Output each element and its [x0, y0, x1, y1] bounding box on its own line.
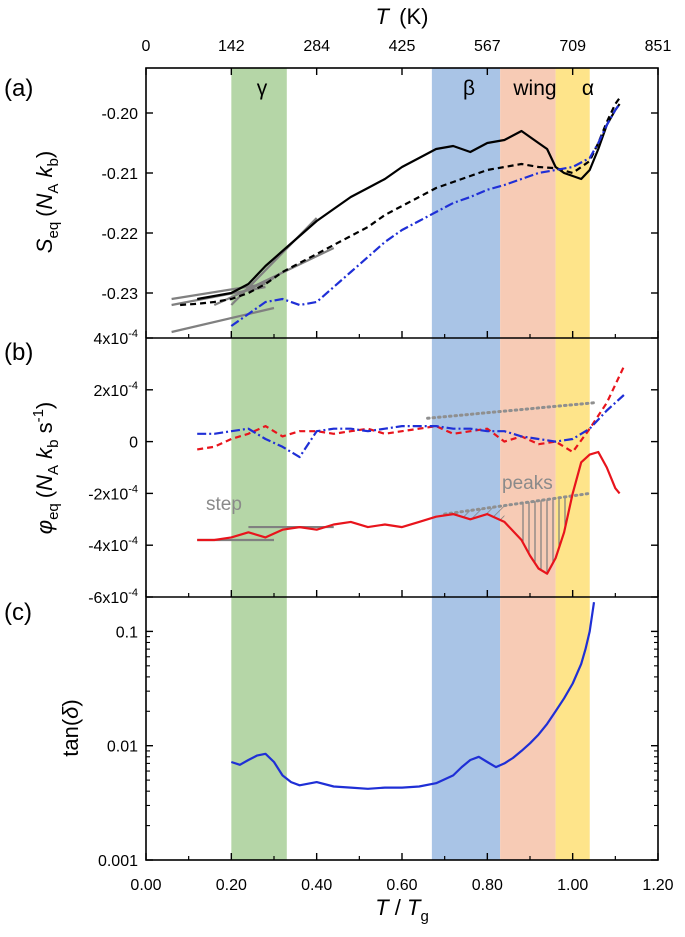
top-axis-label: T (K) — [376, 4, 429, 29]
ylabel-c-close: ) — [58, 699, 83, 706]
x-tick-label-0: 0.00 — [130, 877, 161, 894]
x-axis-ref: T — [407, 895, 422, 920]
x-tick-label-6: 1.20 — [642, 877, 673, 894]
ylabel-b-sub: eq — [45, 503, 62, 520]
y-tick-label-b-0: -6x10-4 — [88, 587, 138, 607]
band-layer — [231, 68, 590, 860]
ylabel-b-u5: s — [32, 422, 57, 439]
panel-label-a: (a) — [4, 75, 33, 102]
band-gamma — [231, 68, 287, 860]
x-tick-label-4: 0.80 — [472, 877, 503, 894]
y-axis-label-c: tan(δ) — [58, 699, 83, 756]
top-tick-label-1: 142 — [218, 38, 245, 55]
ylabel-a-u5: ) — [32, 151, 57, 158]
ylabel-a-u4: b — [45, 158, 62, 166]
x-tick-label-1: 0.20 — [216, 877, 247, 894]
annotation-step: step — [206, 494, 242, 515]
ylabel-b-u3: k — [32, 447, 57, 465]
tick-layer: 0.00 0.20 0.40 0.60 0.80 1.00 1.20 0 142 284 425 56… — [88, 38, 673, 894]
y-tick-label-a-2: -0.21 — [102, 166, 139, 183]
y-tick-label-b-4: 2x10-4 — [94, 380, 138, 400]
series-c-0 — [230, 602, 596, 790]
y-tick-label-b-1: -4x10-4 — [88, 535, 138, 555]
panel-label-b: (b) — [4, 339, 33, 366]
band-label-wing: wing — [512, 77, 556, 100]
x-axis-label: T / Tg — [375, 895, 429, 925]
ylabel-b-u4: b — [45, 440, 62, 448]
x-tick-label-5: 1.00 — [557, 877, 588, 894]
band-alpha — [555, 68, 590, 860]
ylabel-b-u6: -1 — [30, 409, 47, 422]
panel-label-c: (c) — [4, 599, 32, 626]
band-label-beta: β — [463, 77, 475, 100]
ylabel-b-u7: ) — [32, 402, 57, 409]
y-tick-label-a-3: -0.20 — [102, 106, 139, 123]
guide-line-a-2 — [171, 306, 275, 334]
band-wing — [500, 68, 556, 860]
series-b-1 — [197, 394, 625, 459]
ylabel-b-main: φ — [32, 520, 57, 534]
ylabel-b-u0: ( — [32, 490, 57, 498]
ylabel-c-delta: δ — [58, 706, 83, 719]
ylabel-a-sub: eq — [45, 222, 62, 239]
ylabel-a-u0: ( — [32, 209, 57, 217]
band-label-alpha: α — [582, 77, 594, 100]
y-axis-label-a: Seq (NA kb) — [32, 151, 62, 253]
hatch-layer — [444, 493, 590, 574]
ylabel-a-main: S — [32, 238, 57, 253]
series-a-2 — [230, 103, 621, 327]
ylabel-c-main: tan( — [58, 718, 83, 757]
y-tick-label-c-1: 0.01 — [107, 739, 138, 756]
series-b-2 — [197, 450, 621, 575]
band-label-gamma: γ — [257, 77, 268, 100]
top-tick-label-5: 709 — [559, 38, 586, 55]
top-tick-label-0: 0 — [142, 38, 151, 55]
y-tick-label-c-2: 0.1 — [116, 624, 138, 641]
top-axis-unit: (K) — [399, 4, 428, 29]
ylabel-b-u1: N — [32, 475, 57, 491]
x-axis-sep: / — [389, 895, 407, 920]
top-tick-label-3: 425 — [389, 38, 416, 55]
top-tick-label-2: 284 — [303, 38, 330, 55]
ylabel-a-u2: A — [45, 184, 62, 194]
y-tick-label-b-5: 4x10-4 — [94, 328, 138, 348]
series-a-0 — [197, 103, 621, 301]
x-axis-ref-sub: g — [420, 908, 428, 925]
y-tick-label-c-0: 0.001 — [98, 853, 138, 870]
hatched-beta-peak — [444, 505, 505, 522]
annotation-peaks: peaks — [502, 473, 553, 494]
y-tick-label-a-0: -0.23 — [102, 286, 139, 303]
x-tick-label-3: 0.60 — [386, 877, 417, 894]
top-tick-label-6: 851 — [645, 38, 672, 55]
y-tick-label-b-3: 0 — [129, 435, 138, 452]
y-tick-label-a-1: -0.22 — [102, 226, 139, 243]
band-beta — [431, 68, 501, 860]
hatched-alpha-peak — [521, 493, 590, 574]
y-axis-label-b: φeq (NA kb s-1) — [30, 402, 62, 535]
series-a-1 — [180, 97, 621, 307]
top-tick-label-4: 567 — [474, 38, 501, 55]
ylabel-a-u1: N — [32, 194, 57, 210]
series-layer — [180, 97, 625, 790]
ylabel-a-u3: k — [32, 165, 57, 183]
guide-line-layer — [171, 217, 596, 542]
top-axis-var: T — [376, 4, 391, 29]
dotted-baseline-b-0 — [426, 401, 596, 420]
x-tick-label-2: 0.40 — [301, 877, 332, 894]
y-tick-label-b-2: -2x10-4 — [88, 483, 138, 503]
ylabel-b-u2: A — [45, 465, 62, 475]
x-axis-var: T — [375, 895, 390, 920]
dotted-baseline-b-1 — [443, 491, 592, 516]
